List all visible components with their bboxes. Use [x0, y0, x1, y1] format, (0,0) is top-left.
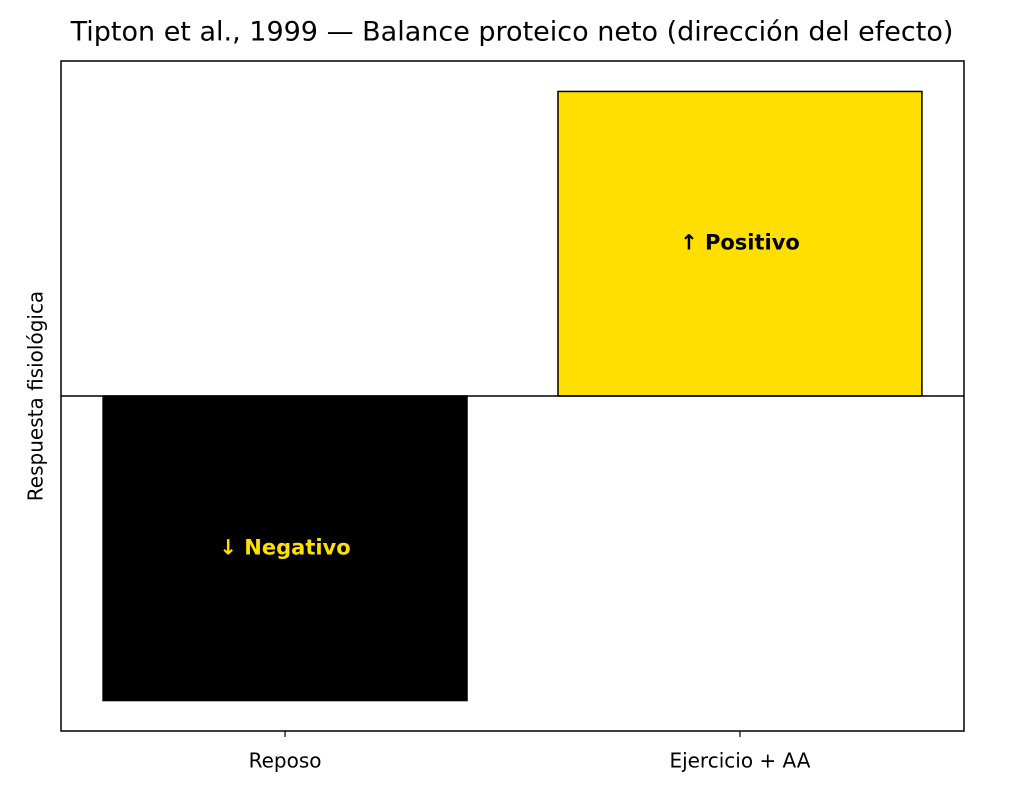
plot-frame — [60, 60, 965, 732]
bar-label: ↑ Positivo — [680, 231, 800, 255]
bar — [102, 395, 468, 702]
bar-label: ↓ Negativo — [219, 535, 350, 559]
chart-title: Tipton et al., 1999 — Balance proteico n… — [70, 17, 954, 48]
bar — [557, 90, 923, 397]
x-tick-label: Reposo — [249, 749, 322, 773]
x-tick-label: Ejercicio + AA — [669, 749, 810, 773]
y-axis-label: Respuesta fisiológica — [24, 291, 48, 501]
